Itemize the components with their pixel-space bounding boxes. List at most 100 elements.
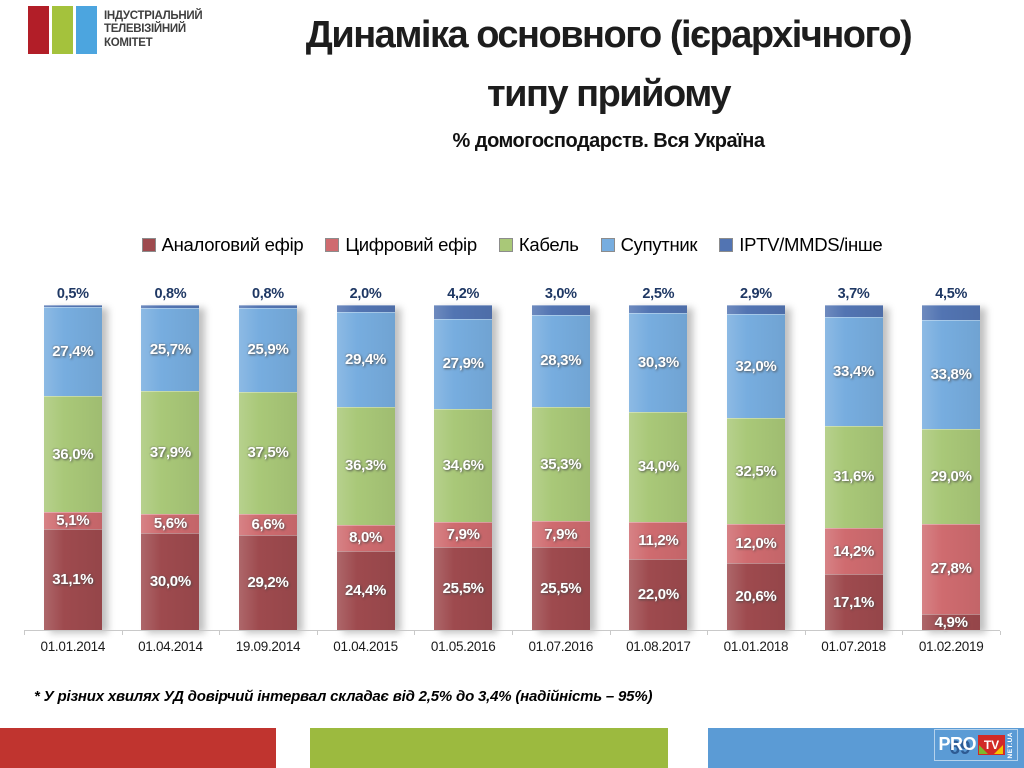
axis-tick <box>1000 631 1001 635</box>
bar-segment: 29,2% <box>238 535 297 630</box>
page-subtitle: % домогосподарств. Вся Україна <box>452 129 765 152</box>
bar-segment: 27,4% <box>43 306 102 396</box>
bar-segment <box>922 305 981 320</box>
bar-segment: 30,3% <box>629 313 688 412</box>
axis-tick <box>121 631 123 635</box>
axis-tick <box>219 631 221 635</box>
bar-segment: 29,4% <box>336 311 395 407</box>
axis-tick <box>316 631 318 635</box>
legend-swatch <box>141 238 156 252</box>
legend-swatch <box>325 238 340 252</box>
legend-label: Супутник <box>620 234 698 255</box>
bar-top-value: 4,2% <box>447 286 480 302</box>
chart-column: 0,8% 29,2% 6,6% 37,5% 25,9% <box>219 283 317 630</box>
bar-segment: 20,6% <box>726 563 785 630</box>
bar-segment: 27,8% <box>922 523 981 615</box>
stacked-bar: 22,0% 11,2% 34,0% 30,3% <box>629 305 688 630</box>
stacked-bar: 25,5% 7,9% 35,3% 28,3% <box>531 305 590 630</box>
bar-segment <box>336 305 395 312</box>
chart-dates: 01.01.2014 01.04.2014 19.09.2014 01.04.2015… <box>24 636 1000 654</box>
itc-logo-bars <box>28 6 97 54</box>
bar-top-value: 2,9% <box>740 286 772 302</box>
chart-column: 2,5% 22,0% 11,2% 34,0% 30,3% <box>610 283 708 630</box>
legend-item: Кабель <box>498 234 579 256</box>
bar-segment: 30,0% <box>141 532 200 630</box>
chart-column: 0,5% 31,1% 5,1% 36,0% 27,4% <box>24 283 122 630</box>
category-label: 01.01.2014 <box>40 639 106 654</box>
bar-segment: 14,2% <box>824 528 883 575</box>
bar-segment: 37,5% <box>238 391 297 514</box>
footnote: * У різних хвилях УД довірчий інтервал с… <box>34 688 653 705</box>
bar-segment: 8,0% <box>336 524 395 551</box>
itc-logo: ІНДУСТРІАЛЬНИЙ ТЕЛЕВІЗІЙНИЙ КОМІТЕТ <box>28 6 203 54</box>
bar-segment: 11,2% <box>629 522 688 559</box>
bar-top-value: 3,0% <box>544 286 577 302</box>
stacked-bar: 25,5% 7,9% 34,6% 27,9% <box>434 305 493 630</box>
bar-segment: 22,0% <box>629 558 688 630</box>
bar-segment: 5,1% <box>43 512 102 529</box>
bar-segment: 12,0% <box>726 524 785 564</box>
legend-label: Цифровий ефір <box>345 234 477 255</box>
bar-segment: 37,9% <box>141 391 200 515</box>
legend-item: Аналоговий ефір <box>141 234 304 256</box>
category-label: 01.04.2015 <box>333 639 398 654</box>
bar-segment: 7,9% <box>531 521 590 548</box>
axis-tick <box>24 631 25 635</box>
bar-segment <box>238 305 297 308</box>
bar-segment: 31,6% <box>824 425 883 529</box>
bar-segment: 4,9% <box>922 614 981 631</box>
bar-segment: 35,3% <box>531 406 590 522</box>
chart-axis <box>24 630 1001 636</box>
stacked-bar: 31,1% 5,1% 36,0% 27,4% <box>43 305 102 630</box>
bar-segment: 27,9% <box>434 318 493 410</box>
bar-segment: 32,0% <box>726 314 785 419</box>
bar-top-value: 2,5% <box>642 286 675 302</box>
protv-domain: NET.UA <box>1007 731 1014 758</box>
category-label: 01.04.2014 <box>138 639 203 654</box>
bar-segment: 25,5% <box>434 547 493 630</box>
bar-top-value: 4,5% <box>935 286 968 302</box>
bar-segment: 25,5% <box>531 547 590 630</box>
chart-columns: 0,5% 31,1% 5,1% 36,0% 27,4% 0,8% 30,0% 5,6% 37,9… <box>24 283 1000 631</box>
bar-segment <box>629 305 688 314</box>
axis-tick <box>902 631 904 635</box>
title-block: Динаміка основного (ієрархічного) типу п… <box>195 6 1022 153</box>
bar-top-value: 0,8% <box>154 286 187 302</box>
chart-column: 4,5% 4,9% 27,8% 29,0% 33,8% <box>902 283 1000 631</box>
stacked-bar: 30,0% 5,6% 37,9% 25,7% <box>141 305 200 630</box>
legend-label: IPTV/MMDS/інше <box>739 234 883 255</box>
bar-segment: 28,3% <box>531 314 590 407</box>
bar-top-value: 0,5% <box>56 286 89 302</box>
bar-segment <box>726 305 785 315</box>
axis-tick <box>609 631 611 635</box>
bar-segment: 5,6% <box>141 514 200 533</box>
bar-segment: 25,7% <box>141 307 200 392</box>
page-number: 69 <box>949 737 971 759</box>
axis-tick <box>707 631 709 635</box>
bar-segment <box>531 305 590 315</box>
chart-column: 0,8% 30,0% 5,6% 37,9% 25,7% <box>122 283 220 630</box>
protv-logo-text: PRO <box>938 734 976 755</box>
axis-tick <box>804 631 806 635</box>
bar-segment: 17,1% <box>824 574 883 630</box>
bar-segment: 33,4% <box>824 317 883 426</box>
stacked-bar: 20,6% 12,0% 32,5% 32,0% <box>726 305 785 630</box>
itc-logo-bar <box>76 6 97 54</box>
axis-tick <box>414 631 416 635</box>
itc-logo-bar <box>28 6 49 54</box>
bar-segment: 29,0% <box>922 429 981 524</box>
itc-logo-text-line: ТЕЛЕВІЗІЙНИЙ <box>104 23 186 36</box>
chart-column: 2,9% 20,6% 12,0% 32,5% 32,0% <box>707 283 805 630</box>
bar-segment: 34,6% <box>434 409 493 522</box>
itc-logo-text-line: КОМІТЕТ <box>104 36 153 49</box>
axis-tick <box>512 631 513 635</box>
stacked-bar: 17,1% 14,2% 31,6% 33,4% <box>824 305 883 630</box>
legend-item: Цифровий ефір <box>325 234 477 256</box>
footer-strip-segment <box>310 728 668 768</box>
chart-column: 4,2% 25,5% 7,9% 34,6% 27,9% <box>414 283 512 630</box>
bar-segment: 25,9% <box>238 307 297 392</box>
chart-column: 3,7% 17,1% 14,2% 31,6% 33,4% <box>805 283 903 630</box>
bar-top-value: 0,8% <box>252 286 284 302</box>
category-label: 19.09.2014 <box>235 639 301 654</box>
